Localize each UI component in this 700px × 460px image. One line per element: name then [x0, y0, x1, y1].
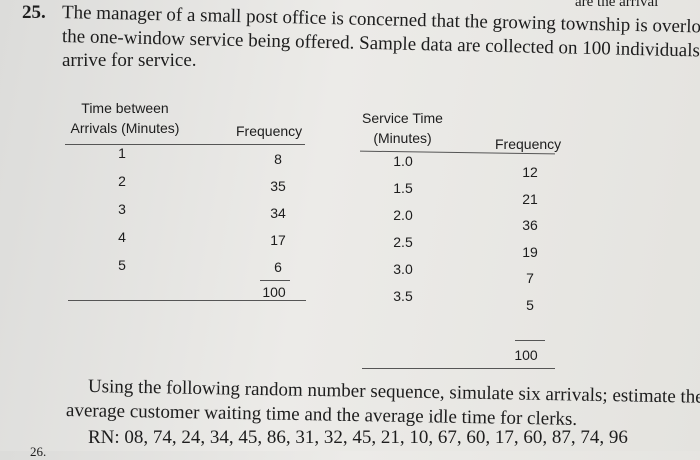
arrival-frequency: 34	[270, 205, 286, 221]
service-time: 3.5	[393, 288, 413, 304]
sum-rule	[515, 340, 545, 341]
problem-line: arrive for service.	[62, 50, 197, 71]
arrival-total: 100	[262, 284, 286, 300]
random-numbers: RN: 08, 74, 24, 34, 45, 86, 31, 32, 45, …	[88, 427, 628, 448]
service-frequency: 5	[526, 296, 534, 313]
arrival-frequency: 35	[270, 178, 286, 194]
arrival-frequency: 8	[274, 151, 282, 167]
arrival-time: 5	[118, 257, 126, 273]
bottom-rule	[362, 368, 555, 369]
corner-text: are the arrival	[575, 0, 659, 10]
service-time: 2.5	[393, 234, 413, 250]
service-frequency: 19	[522, 243, 538, 260]
next-problem: 26.	[30, 444, 47, 459]
bottom-rule	[68, 300, 306, 301]
service-time: 3.0	[393, 261, 413, 277]
arrival-time: 2	[118, 173, 126, 189]
arrival-time: 1	[118, 145, 126, 161]
header-rule	[65, 144, 305, 145]
arrival-frequency: 6	[274, 259, 282, 275]
table-header: Service Time (Minutes)	[362, 110, 443, 146]
service-total: 100	[514, 347, 538, 363]
arrival-time: 3	[118, 201, 126, 217]
service-time: 1.0	[393, 153, 413, 169]
service-frequency: 12	[522, 164, 538, 180]
service-time: 1.5	[393, 180, 413, 196]
arrival-time: 4	[118, 229, 126, 245]
table-header: Time between Arrivals (Minutes)	[70, 100, 180, 136]
service-frequency: 36	[522, 217, 538, 233]
service-frequency: 21	[522, 190, 538, 207]
service-frequency: 7	[526, 270, 534, 286]
table-header: Frequency	[495, 136, 562, 152]
problem-number: 25.	[22, 2, 46, 23]
arrival-frequency: 17	[270, 232, 286, 248]
sum-rule	[260, 280, 290, 281]
service-time: 2.0	[393, 207, 413, 223]
table-header: Frequency	[236, 123, 303, 139]
